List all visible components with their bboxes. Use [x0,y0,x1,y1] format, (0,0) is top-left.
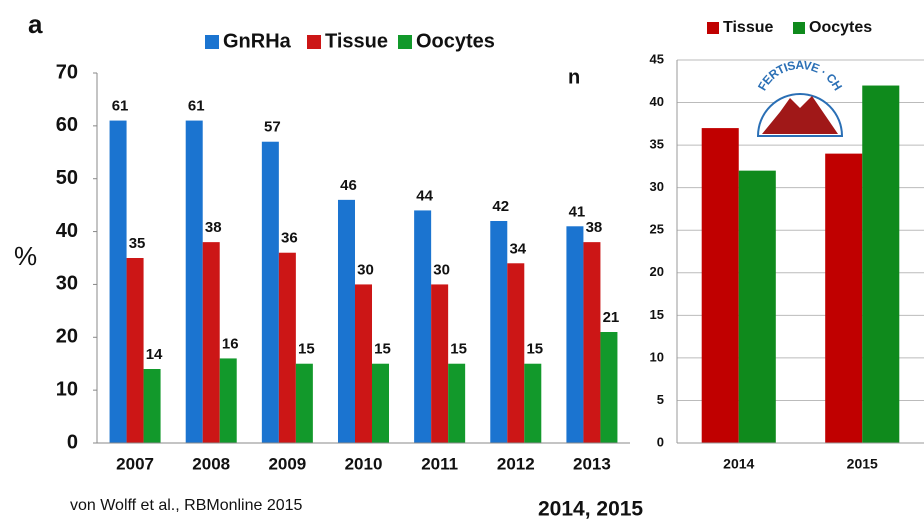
data-label: 14 [146,346,163,363]
data-label: 41 [569,203,586,220]
x-tick-label: 2014 [723,456,754,472]
legend-label: Tissue [325,30,388,52]
data-label: 38 [205,219,222,236]
y-tick-label: 70 [56,61,78,83]
bar [448,363,466,443]
bar [507,263,525,443]
bar [295,363,313,443]
y-tick-label: 10 [650,349,664,364]
x-tick-label: 2008 [192,454,230,473]
bar [490,221,508,443]
bar [566,226,584,443]
panel-label: n [568,66,580,88]
y-tick-label: 15 [650,307,664,322]
bar [372,363,390,443]
y-tick-label: 30 [56,273,78,295]
bar [337,199,355,443]
y-tick-label: 25 [650,222,664,237]
y-tick-label: 60 [56,114,78,136]
bar [185,120,203,444]
bar [143,369,161,443]
data-label: 15 [526,341,543,358]
data-label: 15 [450,341,467,358]
bar [278,252,296,443]
x-tick-label: 2012 [497,454,535,473]
x-tick-label: 2011 [421,454,458,473]
caption: 2014, 2015 [538,498,643,521]
logo-text: FERTISAVE · CH [755,58,845,93]
bar [219,358,237,443]
legend-swatch [307,35,321,49]
bar [701,128,739,444]
data-label: 21 [603,309,620,326]
data-label: 30 [433,261,450,278]
y-tick-label: 10 [56,378,78,400]
x-tick-label: 2007 [116,454,154,473]
y-tick-label: 50 [56,167,78,189]
x-tick-label: 2013 [573,454,611,473]
bar [261,141,279,443]
legend-label: Tissue [723,19,774,36]
data-label: 15 [298,341,315,358]
y-tick-label: 20 [56,326,78,348]
y-tick-label: 0 [657,434,664,449]
bar [202,242,220,443]
data-label: 44 [416,187,433,204]
bar [600,332,618,443]
bar [431,284,449,443]
legend-label: Oocytes [809,19,872,36]
bar [825,153,863,443]
data-label: 34 [509,240,526,257]
y-tick-label: 35 [650,137,664,152]
bar [354,284,373,443]
bar [126,258,144,443]
data-label: 35 [129,235,146,252]
legend-swatch [398,35,412,49]
bar [524,363,542,443]
note: von Wolff et al., RBMonline 2015 [70,497,303,514]
panel-label: a [28,9,43,39]
bar [109,120,127,444]
data-label: 38 [586,219,603,236]
bar [738,170,776,443]
legend-label: GnRHa [223,30,292,52]
data-label: 36 [281,230,298,247]
y-tick-label: 40 [650,94,664,109]
data-label: 46 [340,177,357,194]
y-tick-label: 5 [657,392,664,407]
y-tick-label: 0 [67,431,78,453]
data-label: 15 [374,341,391,358]
y-tick-label: 20 [650,264,664,279]
data-label: 16 [222,335,239,352]
bar [414,210,432,443]
data-label: 42 [492,198,509,215]
y-axis-label: % [14,241,37,271]
data-label: 30 [357,261,374,278]
x-tick-label: 2010 [345,454,383,473]
data-label: 61 [112,98,129,115]
logo: FERTISAVE · CH [755,58,845,137]
y-tick-label: 40 [56,220,78,242]
legend-swatch [205,35,219,49]
x-tick-label: 2015 [847,456,878,472]
bar [583,242,601,443]
logo-mountain [762,96,838,134]
bar [862,85,900,444]
y-tick-label: 30 [650,179,664,194]
y-tick-label: 45 [650,51,664,66]
legend-label: Oocytes [416,30,495,52]
data-label: 57 [264,119,281,136]
legend-swatch [707,22,719,34]
legend-swatch [793,22,805,34]
data-label: 61 [188,98,205,115]
logo-text-path: FERTISAVE · CH [755,58,845,93]
x-tick-label: 2009 [268,454,306,473]
